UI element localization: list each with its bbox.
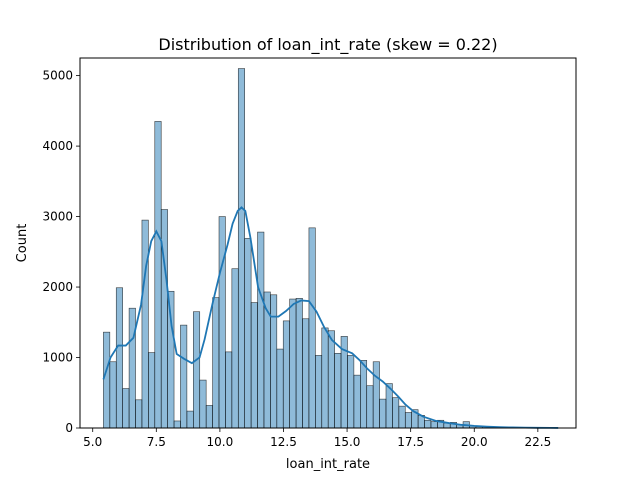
histogram-bar (231, 268, 239, 429)
histogram-bar (327, 330, 335, 429)
histogram-bar (276, 348, 284, 429)
histogram-bar (128, 307, 136, 429)
x-tick-label: 5.0 (83, 435, 102, 449)
y-tick-label: 2000 (42, 280, 73, 294)
plot-area-frame (79, 57, 577, 429)
histogram-bar (141, 219, 149, 429)
y-axis-label: Count (15, 224, 30, 263)
histogram-bar (392, 397, 400, 429)
histogram-bar (334, 352, 342, 429)
histogram-bar (282, 320, 290, 429)
histogram-bar (225, 351, 233, 429)
histogram-bar (180, 324, 188, 429)
histogram-bar (321, 327, 329, 429)
histogram-bar (379, 398, 387, 429)
histogram-bar (103, 331, 111, 429)
x-tick-label: 20.0 (461, 435, 488, 449)
y-tick-label: 0 (65, 421, 73, 435)
x-axis-ticks: 5.0 7.5 10.0 12.5 15.0 17.5 20.0 22.5 (83, 428, 551, 449)
histogram-bar (430, 421, 438, 429)
histogram-bar (372, 361, 380, 429)
histogram-bar (270, 294, 278, 429)
histogram-bar (404, 412, 412, 429)
histogram-bar (173, 420, 181, 429)
histogram-bar (315, 355, 323, 429)
chart-title: Distribution of loan_int_rate (skew = 0.… (158, 35, 497, 55)
histogram-bar (257, 231, 265, 429)
y-tick-label: 1000 (42, 351, 73, 365)
x-tick-label: 17.5 (397, 435, 424, 449)
x-tick-label: 12.5 (270, 435, 297, 449)
histogram-bar (398, 405, 406, 429)
histogram-bars (103, 68, 567, 429)
histogram-bar (135, 399, 143, 429)
histogram-bar (289, 298, 297, 429)
histogram-bar (237, 68, 245, 429)
x-tick-label: 7.5 (147, 435, 166, 449)
y-tick-label: 3000 (42, 210, 73, 224)
histogram-bar (186, 410, 194, 429)
x-tick-label: 15.0 (334, 435, 361, 449)
histogram-bar (353, 374, 361, 429)
histogram-bar (218, 216, 226, 429)
histogram-bar (154, 121, 162, 429)
y-tick-label: 5000 (42, 69, 73, 83)
histogram-bar (148, 352, 156, 429)
kde-curve (102, 206, 559, 429)
histogram-bar (347, 355, 355, 429)
histogram-bar (122, 388, 130, 429)
histogram-bar (193, 311, 201, 429)
histogram-bar (424, 419, 432, 429)
x-tick-label: 22.5 (524, 435, 551, 449)
y-axis-ticks: 0 1000 2000 3000 4000 5000 (42, 69, 80, 435)
histogram-bar (115, 287, 123, 429)
histogram-bar (212, 297, 220, 429)
histogram-bar (199, 379, 207, 429)
y-tick-label: 4000 (42, 139, 73, 153)
x-tick-label: 10.0 (207, 435, 234, 449)
histogram-bar (205, 405, 213, 429)
histogram-bar (250, 302, 258, 429)
histogram-bar (302, 318, 310, 429)
x-axis-label: loan_int_rate (286, 457, 370, 472)
histogram-bar (109, 361, 117, 429)
histogram-bar (295, 298, 303, 429)
histogram-bar (244, 238, 252, 429)
histogram-bar (360, 360, 368, 429)
histogram-bar (366, 385, 374, 429)
histogram-bar (308, 227, 316, 429)
